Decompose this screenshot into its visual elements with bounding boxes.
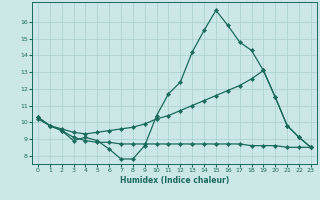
X-axis label: Humidex (Indice chaleur): Humidex (Indice chaleur) [120,176,229,185]
